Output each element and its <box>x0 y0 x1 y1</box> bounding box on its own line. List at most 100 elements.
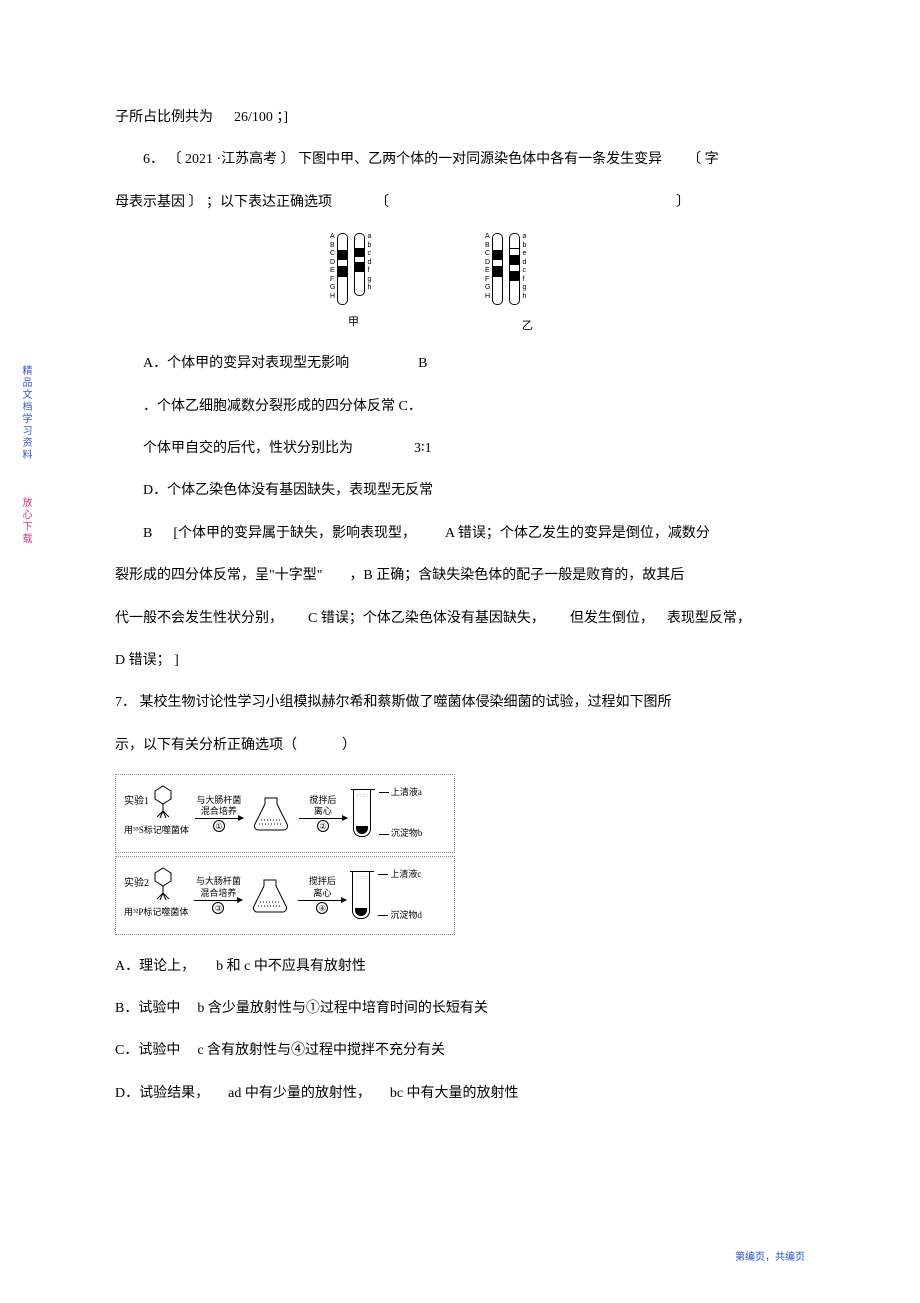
prev-answer-tail: 子所占比例共为 26/100 ；] <box>115 100 805 136</box>
test-tube-1: ∴∵∴∵∴∵∴∵∴ <box>353 789 371 837</box>
t: 与大肠杆菌 <box>196 876 241 887</box>
q-number: 7． <box>115 695 136 710</box>
option-text: ．个体乙细胞减数分裂形成的四分体反常 C． <box>143 399 422 414</box>
step-circle-3: ③ <box>212 902 224 914</box>
q7-stem-line2: 示，以下有关分析正确选项（ ） <box>115 728 805 764</box>
tail: ；以下表达正确选项 <box>206 195 332 210</box>
arrow-centrifuge-1: 搅拌后 离心 ② <box>299 795 347 833</box>
a-err: A 错误；个体乙发生的变异是倒位，减数分 <box>445 526 710 541</box>
b-ok: ，B 正确；含缺失染色体的配子一般是败育的，故其后 <box>349 568 684 583</box>
label: B．试验中 <box>115 1001 180 1016</box>
sidebar-tag-2: 放心下载 <box>18 497 33 545</box>
note-close: 〕 <box>189 195 203 210</box>
experiment-diagram: 实验1 用³⁵S标记噬菌体 与大肠杆菌 混合培养 ① 搅拌后 离心 <box>115 774 455 935</box>
text: c 含有放射性与④过程中搅拌不充分有关 <box>197 1043 445 1058</box>
exp-column-left: 实验1 用³⁵S标记噬菌体 <box>124 785 189 842</box>
exp-column-left: 实验2 用³²P标记噬菌体 <box>124 867 188 924</box>
t: 代一般不会发生性状分别， <box>115 611 283 626</box>
stem: 下图中甲、乙两个体的一对同源染色体中各有一条发生变异 <box>298 152 662 167</box>
gene-labels-left2: abcdfgh <box>367 233 371 293</box>
label: D．试验结果， <box>115 1086 209 1101</box>
phage-label-1: 用³⁵S标记噬菌体 <box>124 819 189 842</box>
step-circle-4: ④ <box>316 902 328 914</box>
stem-cont: 母表示基因 <box>115 195 185 210</box>
stem: 示，以下有关分析正确选项（ <box>115 738 297 753</box>
t: 表现型反常， <box>667 611 751 626</box>
t: 搅拌后 <box>309 876 336 887</box>
caption-right: 乙 <box>522 312 533 341</box>
exp-title-1: 实验1 <box>124 796 150 808</box>
suffix: ；] <box>276 110 288 125</box>
q7-option-a: A．理论上， b 和 c 中不应具有放射性 <box>115 949 805 985</box>
q7-option-c: C．试验中 c 含有放射性与④过程中搅拌不充分有关 <box>115 1033 805 1069</box>
ratio: 3∶1 <box>414 441 432 456</box>
chromosome-bar <box>509 233 520 305</box>
answer-bracket-close: 〕 <box>676 195 690 210</box>
q6-answer-line3: 代一般不会发生性状分别， C 错误；个体乙染色体没有基因缺失， 但发生倒位， 表… <box>115 601 805 637</box>
bracket-open: 〔 <box>168 152 182 167</box>
q-number: 6． <box>143 152 164 167</box>
q6-option-b: ．个体乙细胞减数分裂形成的四分体反常 C． <box>115 389 805 425</box>
text: ad 中有少量的放射性， <box>228 1086 371 1101</box>
q6-stem-line2: 母表示基因 〕 ；以下表达正确选项 〔 〕 <box>115 185 805 221</box>
t: 搅拌后 <box>309 795 336 806</box>
chrom-left-2: abcdfgh <box>354 233 371 305</box>
chromosome-bar <box>492 233 503 305</box>
caption-left: 甲 <box>348 308 359 337</box>
chromosome-bar <box>354 233 365 296</box>
gene-labels-right2: abedcfgh <box>522 233 526 301</box>
note-frag: 字 <box>705 152 719 167</box>
arrow-centrifuge-2: 搅拌后 离心 ④ <box>298 876 346 914</box>
close-paren: ） <box>342 738 356 753</box>
flask-icon <box>249 794 293 832</box>
note-open: 〔 <box>687 152 701 167</box>
tube-labels-2: 上清液c 沉淀物d <box>378 863 422 928</box>
t: 但发生倒位， <box>570 611 654 626</box>
flask-icon <box>248 876 292 914</box>
q6-answer-line4: D 错误； ] <box>115 643 805 679</box>
t: 个体甲的变异属于缺失，影响表现型， <box>178 526 416 541</box>
text: bc 中有大量的放射性 <box>390 1086 519 1101</box>
sediment-b: 沉淀物b <box>391 822 423 845</box>
arrow-mix-1: 与大肠杆菌 混合培养 ① <box>195 795 243 833</box>
value: 26/100 <box>234 110 273 125</box>
label: A．理论上， <box>115 959 195 974</box>
text: 子所占比例共为 <box>115 110 213 125</box>
t: 与大肠杆菌 <box>196 795 241 806</box>
step-circle-1: ① <box>213 820 225 832</box>
sediment-d: 沉淀物d <box>390 904 422 927</box>
option-text: 个体甲自交的后代，性状分别比为 <box>143 441 353 456</box>
q6-option-c: 个体甲自交的后代，性状分别比为 3∶1 <box>115 431 805 467</box>
tube-labels-1: 上清液a 沉淀物b <box>379 781 423 846</box>
arrow-mix-2: 与大肠杆菌 混合培养 ③ <box>194 876 242 914</box>
supernatant-a: 上清液a <box>391 781 422 804</box>
phage-icon <box>152 867 174 901</box>
phage-icon <box>152 785 174 819</box>
t: 离心 <box>313 888 331 899</box>
source: 2021 ·江苏高考 <box>185 152 277 167</box>
q6-option-d: D．个体乙染色体没有基因缺失，表现型无反常 <box>115 473 805 509</box>
bracket-close: ] <box>174 653 179 668</box>
chromosome-bar <box>337 233 348 305</box>
q7-option-b: B．试验中 b 含少量放射性与①过程中培育时间的长短有关 <box>115 991 805 1027</box>
q7-option-d: D．试验结果， ad 中有少量的放射性， bc 中有大量的放射性 <box>115 1076 805 1112</box>
answer-key: B <box>143 526 152 541</box>
option-text: D．个体乙染色体没有基因缺失，表现型无反常 <box>143 483 433 498</box>
q6-answer-line1: B [个体甲的变异属于缺失，影响表现型， A 错误；个体乙发生的变异是倒位，减数… <box>115 516 805 552</box>
gene-labels-left1: ABCDEFGH <box>330 233 335 301</box>
exp-title-2: 实验2 <box>124 878 150 890</box>
experiment-2: 实验2 用³²P标记噬菌体 与大肠杆菌 混合培养 ③ 搅拌后 离心 <box>115 856 455 935</box>
sidebar-tag-1: 精品文档学习资料 <box>18 365 33 461</box>
q6-option-a: A．个体甲的变异对表现型无影响 B <box>115 346 805 382</box>
chrom-left-1: ABCDEFGH <box>330 233 348 305</box>
t: 裂形成的四分体反常，呈"十字型" <box>115 568 322 583</box>
text: b 和 c 中不应具有放射性 <box>216 959 366 974</box>
experiment-1: 实验1 用³⁵S标记噬菌体 与大肠杆菌 混合培养 ① 搅拌后 离心 <box>115 774 455 853</box>
answer-bracket-open: 〔 <box>375 195 389 210</box>
b-mark: B <box>418 356 427 371</box>
c-err: C 错误；个体乙染色体没有基因缺失， <box>308 611 545 626</box>
chrom-right-2: abedcfgh <box>509 233 526 305</box>
q6-stem-line1: 6． 〔 2021 ·江苏高考 〕 下图中甲、乙两个体的一对同源染色体中各有一条… <box>115 142 805 178</box>
t: 混合培养 <box>200 888 236 899</box>
d-err: D 错误； <box>115 653 171 668</box>
